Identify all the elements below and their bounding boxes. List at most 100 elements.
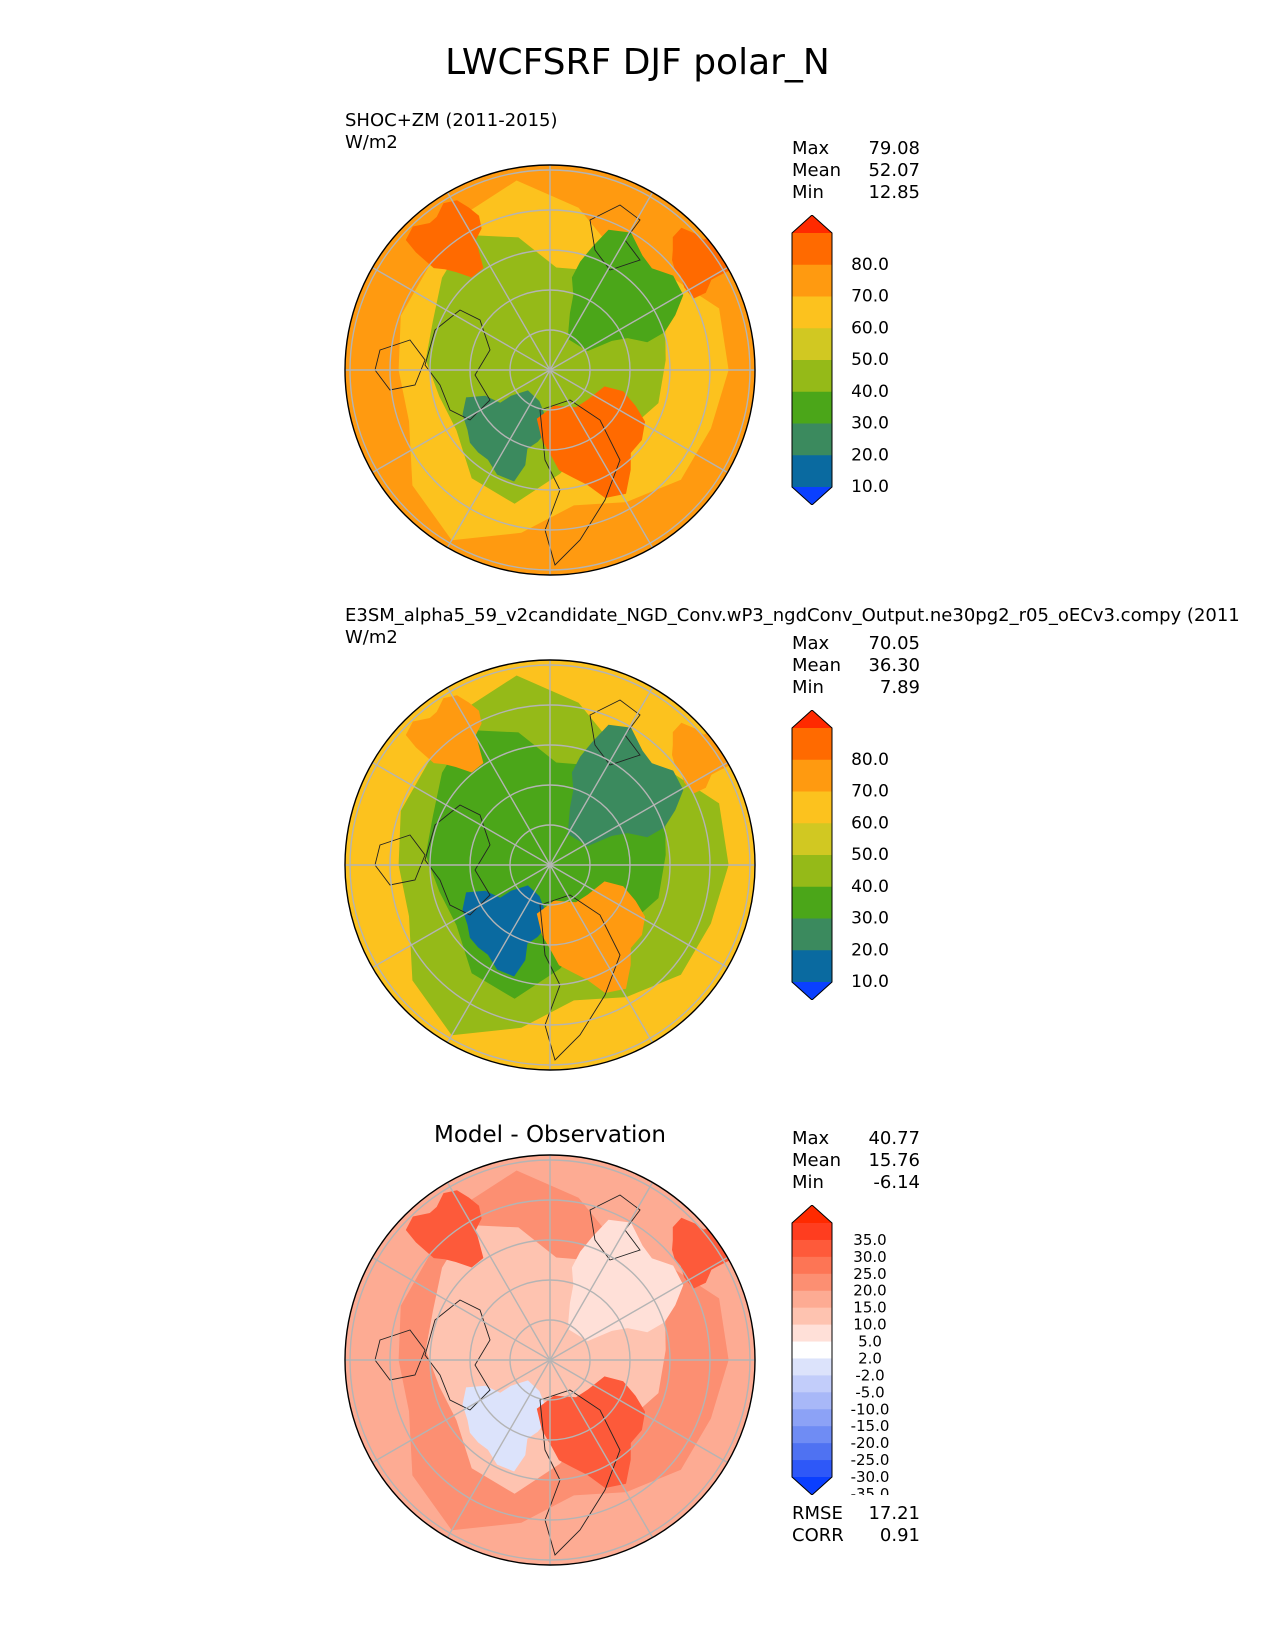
colorbar-swatch: [792, 950, 832, 983]
colorbar-tick-label: 15.0: [853, 1299, 886, 1317]
colorbar-swatch: [792, 1307, 832, 1326]
colorbar-tick-label: -5.0: [855, 1383, 884, 1401]
colorbar-extend-min: [792, 1477, 832, 1495]
colorbar-tick-label: -35.0: [851, 1485, 890, 1495]
colorbar-tick-label: 20.0: [851, 940, 889, 960]
colorbar-tick-label: -25.0: [851, 1451, 890, 1469]
coastline: [589, 1194, 641, 1261]
colorbar-swatch: [792, 886, 832, 919]
colorbar-swatch: [792, 1290, 832, 1309]
ref-panel-units: W/m2: [345, 627, 398, 648]
stat-label: Min: [792, 182, 824, 203]
diff-metrics: RMSE 17.21 CORR 0.91: [792, 1503, 920, 1547]
stat-row: Max 70.05: [792, 633, 920, 655]
colorbar-tick-label: 20.0: [853, 1282, 886, 1300]
longitude-gridline: [549, 864, 654, 1043]
colorbar-tick-label: 40.0: [851, 877, 889, 897]
colorbar-extend-max: [792, 215, 832, 233]
longitude-gridline: [372, 369, 551, 474]
longitude-gridline: [446, 864, 551, 1043]
stat-row: Min -6.14: [792, 1172, 920, 1194]
longitude-gridline: [446, 1182, 551, 1361]
metric-value: 17.21: [868, 1503, 920, 1524]
map-field: [345, 660, 755, 1070]
test-colorbar: 80.070.060.050.040.030.020.010.00.0: [791, 215, 889, 505]
colorbar-tick-label: 10.0: [851, 477, 889, 497]
colorbar-swatch: [792, 823, 832, 856]
colorbar-tick-label: 2.0: [858, 1349, 882, 1367]
coastline: [539, 399, 621, 566]
test-panel: SHOC+ZM (2011-2015) W/m2 Max 79.08 Mean 52…: [0, 110, 1275, 600]
colorbar-swatch: [792, 328, 832, 361]
stat-row: Max 40.77: [792, 1128, 920, 1150]
diff-panel: Model - Observation Max 40.77 Mean 15.76 M…: [0, 1100, 1275, 1620]
colorbar-swatch: [792, 1392, 832, 1410]
colorbar-swatch: [792, 759, 832, 792]
colorbar-swatch: [792, 1324, 832, 1343]
colorbar-tick-label: -15.0: [851, 1417, 890, 1435]
ref-polar-map: [344, 659, 756, 1071]
longitude-gridline: [549, 266, 728, 371]
stat-value: -6.14: [873, 1172, 920, 1193]
colorbar-swatch: [792, 455, 832, 488]
diff-colorbar: 35.030.025.020.015.010.05.02.0-2.0-5.0-1…: [791, 1205, 890, 1495]
colorbar-swatch: [792, 233, 832, 266]
map-fill-band: [405, 695, 484, 773]
colorbar-outline: [791, 215, 833, 505]
colorbar-tick-label: 60.0: [851, 813, 889, 833]
colorbar-tick-label: -20.0: [851, 1434, 890, 1452]
longitude-gridline: [549, 1359, 728, 1464]
longitude-gridline: [372, 1359, 551, 1464]
longitude-gridline: [549, 1182, 654, 1361]
stat-label: Max: [792, 138, 830, 159]
figure-title: LWCFSRF DJF polar_N: [445, 42, 830, 83]
longitude-gridline: [372, 864, 551, 969]
colorbar-swatch: [792, 1223, 832, 1241]
ref-panel: E3SM_alpha5_59_v2candidate_NGD_Conv.wP3_…: [0, 605, 1275, 1095]
test-polar-map: [344, 164, 756, 576]
colorbar-swatch: [792, 1239, 832, 1258]
coastline: [539, 1389, 621, 1556]
metric-value: 0.91: [879, 1525, 920, 1546]
longitude-gridline: [446, 687, 551, 866]
colorbar-swatch: [792, 391, 832, 424]
colorbar-swatch: [792, 296, 832, 329]
map-boundary: [344, 1154, 756, 1566]
longitude-gridline: [549, 369, 654, 548]
longitude-gridline: [446, 1359, 551, 1538]
colorbar-swatch: [792, 264, 832, 297]
colorbar-swatch: [792, 1375, 832, 1393]
coastline: [589, 699, 641, 766]
colorbar-swatch: [792, 1426, 832, 1444]
longitude-gridline: [549, 864, 728, 969]
stat-row: Max 79.08: [792, 138, 920, 160]
colorbar-tick-label: 80.0: [851, 255, 889, 275]
coastline: [589, 204, 641, 271]
colorbar-extend-min: [792, 487, 832, 505]
colorbar-tick-label: 80.0: [851, 750, 889, 770]
longitude-gridline: [549, 369, 728, 474]
colorbar-swatch: [792, 1409, 832, 1427]
metric-row: CORR 0.91: [792, 1525, 920, 1547]
colorbar-swatch: [792, 918, 832, 951]
colorbar-swatch: [792, 1358, 832, 1376]
stat-label: Min: [792, 1172, 824, 1193]
longitude-gridline: [372, 266, 551, 371]
colorbar-tick-label: 10.0: [853, 1316, 886, 1334]
stat-row: Min 7.89: [792, 677, 920, 699]
longitude-gridline: [372, 1256, 551, 1361]
colorbar-swatch: [792, 360, 832, 393]
diff-panel-title: Model - Observation: [433, 1122, 667, 1148]
stat-row: Mean 52.07: [792, 160, 920, 182]
colorbar-tick-label: 50.0: [851, 350, 889, 370]
colorbar-tick-label: -10.0: [851, 1400, 890, 1418]
colorbar-tick-label: -2.0: [855, 1366, 884, 1384]
longitude-gridline: [446, 192, 551, 371]
coastline: [424, 804, 491, 916]
stat-value: 70.05: [868, 633, 920, 654]
colorbar-tick-label: 5.0: [858, 1333, 882, 1351]
map-boundary: [344, 164, 756, 576]
stat-label: Max: [792, 633, 830, 654]
colorbar-outline: [791, 1205, 833, 1495]
colorbar-swatch: [792, 1341, 832, 1359]
